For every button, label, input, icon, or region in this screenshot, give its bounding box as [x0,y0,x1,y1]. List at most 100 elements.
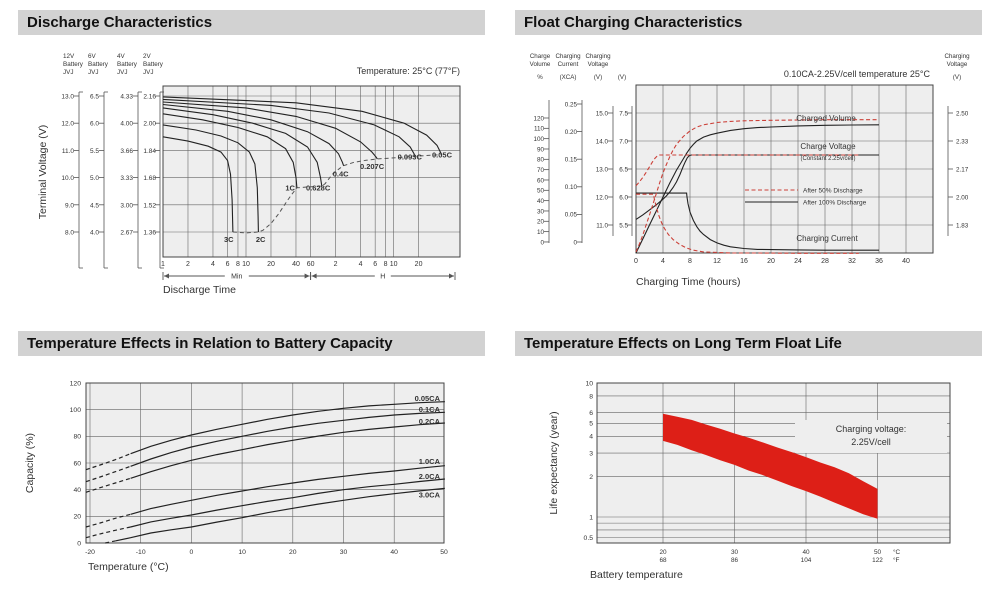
scale-header: Charging [944,53,970,60]
x-tick-label: 16 [740,258,748,265]
scale-tick-label: 13.0 [596,166,609,173]
scale-tick-label: 1.36 [143,230,156,237]
scale-tick-label: 3.66 [120,148,133,155]
x-axis-label: Temperature (°C) [88,561,169,573]
x-tick-label: 28 [821,258,829,265]
x-tick-label: -20 [85,549,95,556]
scale-header: Charge [530,53,551,60]
curve-charge-voltage-50 [635,154,859,187]
discharge-curve-0.093C [162,98,416,157]
scale-tick-label: 5.5 [619,222,628,229]
scale-header: Battery [88,61,109,68]
scale-tick-label: 11.0 [62,148,75,155]
scale-tick-label: 50 [537,188,545,195]
span-arrowhead [304,273,310,279]
scale-tick-label: 8.0 [65,230,74,237]
curve-label-0.207C: 0.207C [360,162,385,171]
x-axis-label: Battery temperature [590,569,683,581]
scale-tick-label: 30 [537,208,545,215]
scale-tick-label: 6.5 [619,166,628,173]
y-tick-label: 60 [73,460,81,467]
scale-tick-label: 120 [533,115,544,122]
x-tick-label-c: 20 [659,549,667,556]
x-tick-label-c: 50 [874,549,882,556]
scale-tick-label: 12.0 [61,121,74,128]
scale-tick-label: 110 [534,126,545,133]
discharge-curve-1C [162,113,298,188]
scale-header: Battery [63,61,84,68]
x-tick-label: 1 [161,261,165,268]
scale-tick-label: 90 [537,146,545,153]
plot-border [596,382,951,544]
x-tick-label-f: 104 [801,557,812,564]
y-tick-label: 100 [70,407,82,414]
scale-tick-label: 6.5 [90,94,99,101]
y-tick-label: 10 [585,380,593,387]
curve-label-0.05CA: 0.05CA [415,394,441,403]
plot-border [85,382,445,544]
x-tick-label: 10 [238,549,246,556]
scale-tick-label: 14.0 [596,138,609,145]
x-tick-label-f: 68 [659,557,667,564]
section-title-temp-capacity: Temperature Effects in Relation to Batte… [18,331,485,356]
x-tick-label: 32 [848,258,856,265]
scale-tick-label: 12.0 [596,194,609,201]
curve-label-3.0CA: 3.0CA [419,491,441,500]
x-tick-label: 0 [634,258,638,265]
y-axis-label: Terminal Voltage (V) [37,125,49,220]
y-tick-label: 6 [589,410,593,417]
y-tick-label: 8 [589,393,593,400]
cutoff-dashed-line [232,154,442,234]
x-tick-label-f: 86 [731,557,739,564]
x-tick-label: 4 [359,261,363,268]
y-tick-label: 1 [589,514,593,521]
scale-unit: (V) [618,74,626,81]
scale-tick-label: 5.0 [90,175,99,182]
scale-tick-label: 20 [537,219,545,226]
x-tick-label: 8 [688,258,692,265]
scale-tick-label: 0.25 [565,101,578,108]
y-tick-label: 4 [589,434,593,441]
condition-note: 0.10CA-2.25V/cell temperature 25°C [784,69,931,79]
scale-tick-label: 4.00 [120,121,133,128]
scale-tick-label: 2.00 [956,194,969,201]
scale-header: Battery [143,61,164,68]
scale-tick-label: 40 [537,198,545,205]
y-tick-label: 0 [77,540,81,547]
x-tick-label: 8 [236,261,240,268]
scale-tick-label: 13.0 [61,94,74,101]
scale-tick-label: 0 [573,239,577,246]
capacity-curve-3.0CA [115,487,445,542]
x-tick-label: 20 [267,261,275,268]
scale-tick-label: 15.0 [596,110,609,117]
scale-header: Charging [555,53,581,60]
x-axis-label: Discharge Time [163,284,236,296]
legend-label-50: After 50% Discharge [803,188,863,195]
life-expectancy-band [663,413,878,519]
y-tick-label: 120 [70,380,82,387]
capacity-curve-2.0CA [130,478,445,528]
x-tick-label: 8 [384,261,388,268]
span-label: Min [231,274,242,281]
scale-header: JVJ [88,69,99,76]
scale-header: Charging [585,53,611,60]
scale-header: JVJ [143,69,154,76]
discharge-curve-3C [162,136,234,233]
x-axis-label: Charging Time (hours) [636,276,740,288]
scale-tick-label: 10 [537,229,545,236]
x-tick-label-c: 40 [802,549,810,556]
scale-tick-label: 2.50 [956,110,969,117]
curve-label-0.628C: 0.628C [306,183,331,192]
section-title-discharge: Discharge Characteristics [18,10,485,35]
curve-label-1.0CA: 1.0CA [419,457,441,466]
x-tick-label: 24 [794,258,802,265]
capacity-curve-1.0CA [130,465,445,515]
scale-tick-label: 1.84 [143,148,156,155]
x-tick-label: 10 [390,261,398,268]
scale-unit: % [537,74,543,81]
scale-tick-label: 100 [533,136,544,143]
x-tick-label: 12 [713,258,721,265]
curve-label-charge-voltage: Charge Voltage [800,142,856,151]
x-tick-label: 6 [373,261,377,268]
